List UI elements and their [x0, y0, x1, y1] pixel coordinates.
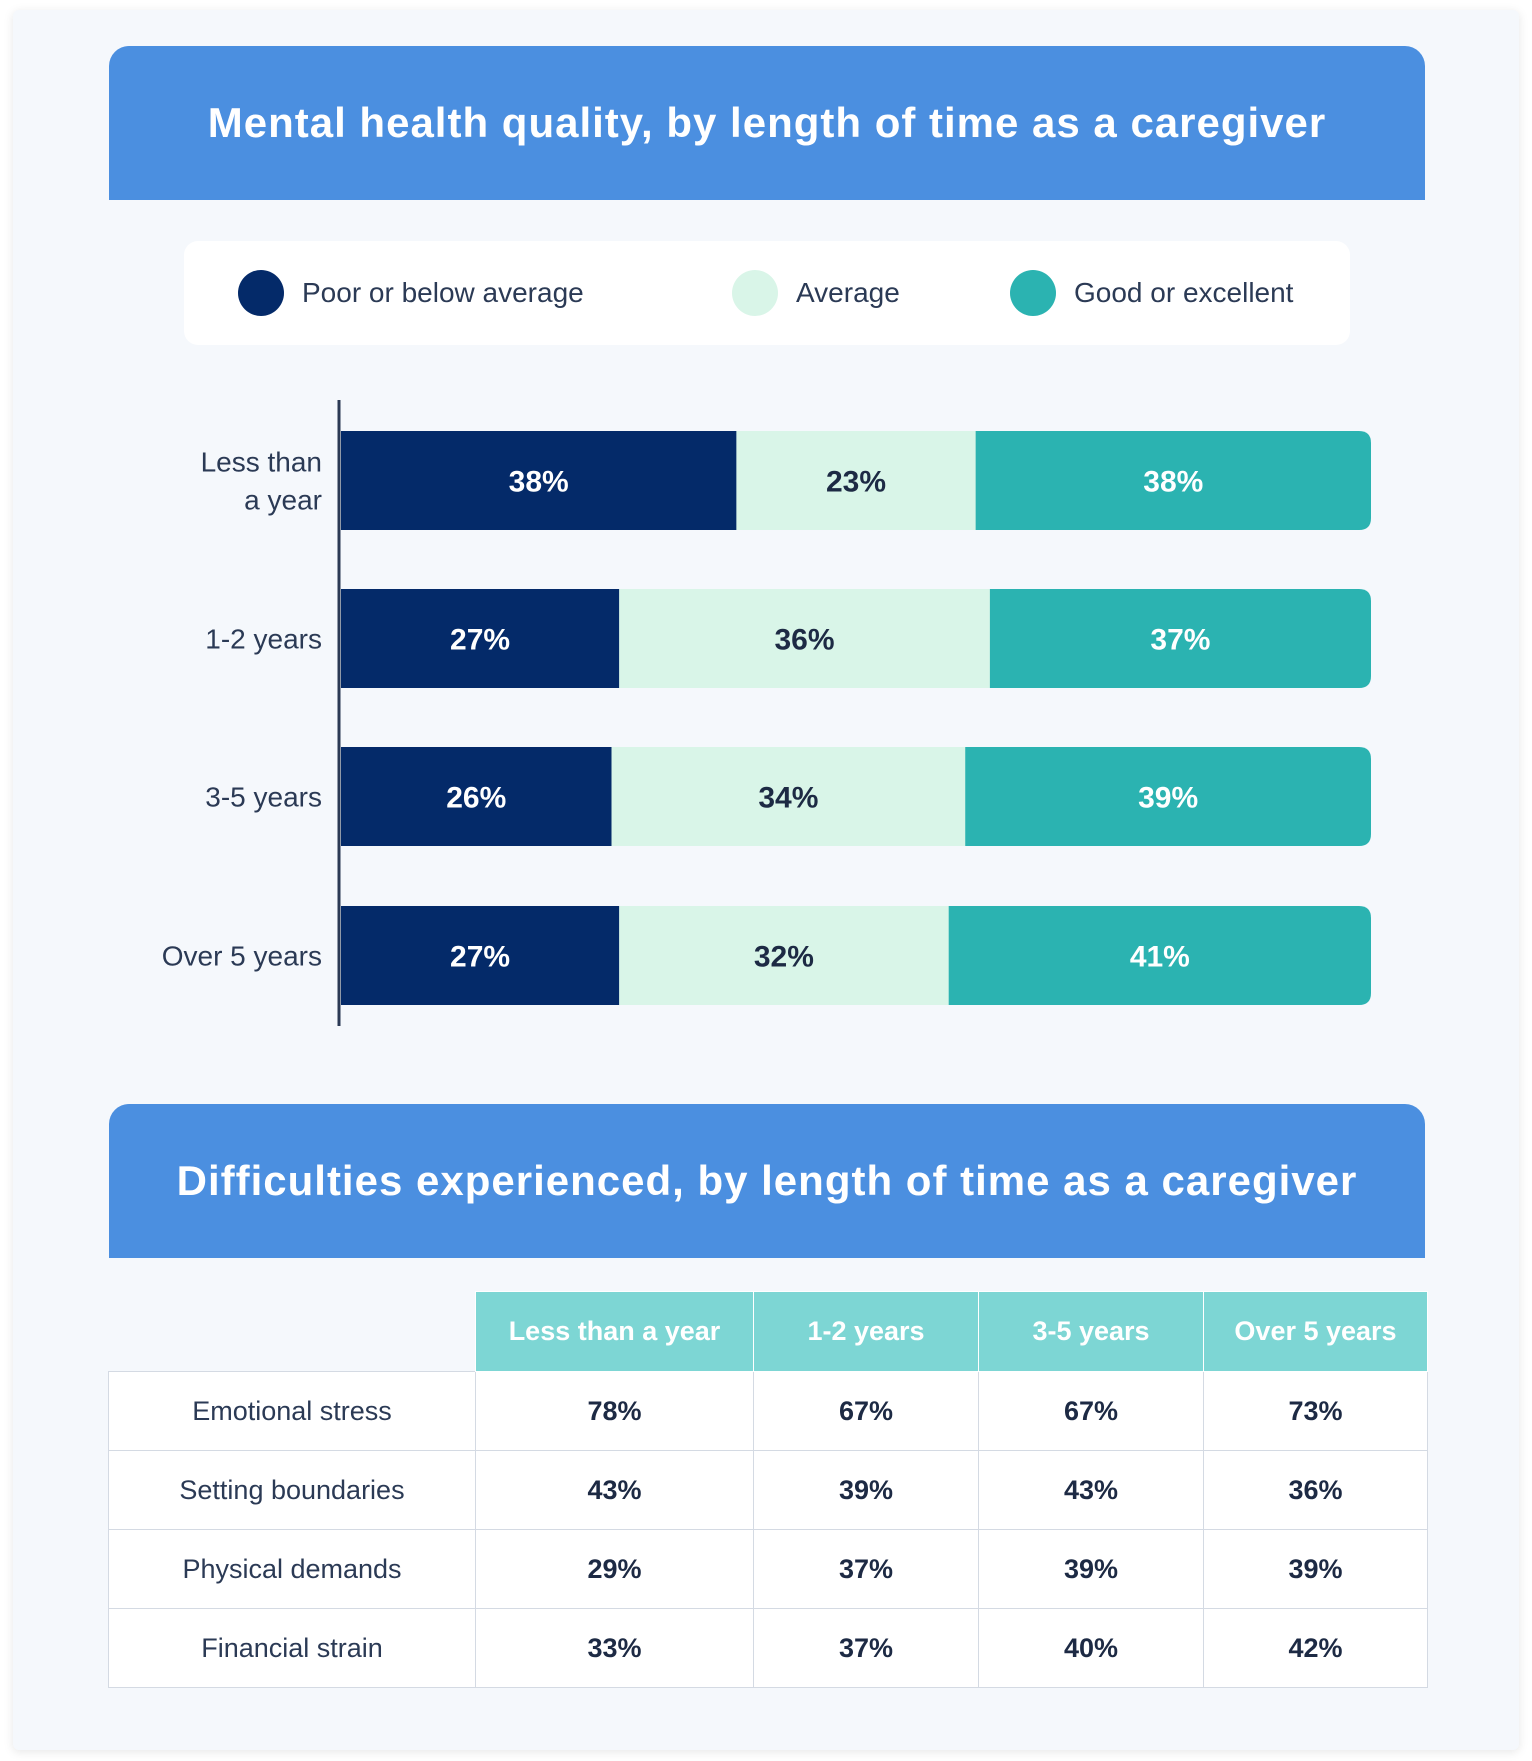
- table-title: Difficulties experienced, by length of t…: [176, 1157, 1358, 1204]
- row-label: Emotional stress: [108, 1371, 476, 1451]
- legend: Poor or below average Average Good or ex…: [184, 241, 1350, 345]
- row-label: Financial strain: [108, 1608, 476, 1688]
- row-label: Setting boundaries: [108, 1450, 476, 1530]
- table-row: Setting boundaries 43% 39% 43% 36%: [108, 1450, 1428, 1530]
- column-header: 3-5 years: [978, 1291, 1204, 1372]
- legend-item-average: Average: [732, 270, 900, 316]
- bar-segment: [341, 589, 620, 688]
- table-row: Emotional stress 78% 67% 67% 73%: [108, 1371, 1428, 1451]
- column-header: Less than a year: [475, 1291, 754, 1372]
- legend-label-poor: Poor or below average: [302, 277, 584, 308]
- table-cell: 37%: [753, 1529, 979, 1609]
- legend-swatch-average: [732, 270, 778, 316]
- table-cell: 78%: [475, 1371, 754, 1451]
- table-title-banner: Difficulties experienced, by length of t…: [109, 1104, 1425, 1258]
- table-cell: 39%: [753, 1450, 979, 1530]
- table-cell: 67%: [978, 1371, 1204, 1451]
- table-cell: 39%: [978, 1529, 1204, 1609]
- bar-segment: [341, 431, 737, 530]
- legend-swatch-poor: [238, 270, 284, 316]
- legend-label-good: Good or excellent: [1074, 277, 1294, 308]
- table-cell: 43%: [978, 1450, 1204, 1530]
- difficulties-table: Less than a year 1-2 years 3-5 years Ove…: [108, 1291, 1428, 1688]
- category-label: Over 5 years: [162, 941, 322, 972]
- table-cell: 43%: [475, 1450, 754, 1530]
- category-label: a year: [244, 485, 322, 516]
- bar-segment: [736, 431, 977, 530]
- bar-data-label: 39%: [1138, 782, 1198, 815]
- chart-title-banner: Mental health quality, by length of time…: [109, 46, 1425, 200]
- category-label: 3-5 years: [205, 782, 322, 813]
- bar-segment: [619, 589, 991, 688]
- bar-data-label: 36%: [774, 624, 834, 657]
- table-corner-cell: [109, 1292, 476, 1372]
- table-cell: 73%: [1203, 1371, 1428, 1451]
- difficulties-table-wrap: Less than a year 1-2 years 3-5 years Ove…: [108, 1291, 1428, 1688]
- table-header-row: Less than a year 1-2 years 3-5 years Ove…: [109, 1291, 1428, 1372]
- bar-segment: [965, 747, 1371, 846]
- table-row: Financial strain 33% 37% 40% 42%: [108, 1608, 1428, 1688]
- bar-segment: [619, 906, 950, 1005]
- legend-item-good: Good or excellent: [1010, 270, 1293, 316]
- bar-segment: [975, 431, 1371, 530]
- bar-data-label: 38%: [1143, 466, 1203, 499]
- table-row: Physical demands 29% 37% 39% 39%: [108, 1529, 1428, 1609]
- legend-label-average: Average: [796, 277, 900, 308]
- category-label: 1-2 years: [205, 624, 322, 655]
- bar-data-label: 34%: [758, 782, 818, 815]
- bar-data-label: 23%: [826, 466, 886, 499]
- stacked-bar-chart: 38% 23% 38% Less than a year 27% 36% 37% 1-2 yea…: [162, 400, 1371, 1026]
- bar-data-label: 41%: [1130, 941, 1190, 974]
- row-label: Physical demands: [108, 1529, 476, 1609]
- bar-data-label: 37%: [1150, 624, 1210, 657]
- legend-swatch-good: [1010, 270, 1056, 316]
- table-cell: 37%: [753, 1608, 979, 1688]
- bar-segment: [948, 906, 1371, 1005]
- column-header: 1-2 years: [753, 1291, 979, 1372]
- bar-data-label: 27%: [450, 624, 510, 657]
- bar-data-label: 38%: [509, 466, 569, 499]
- table-cell: 67%: [753, 1371, 979, 1451]
- table-cell: 29%: [475, 1529, 754, 1609]
- table-cell: 36%: [1203, 1450, 1428, 1530]
- bar-segment: [611, 747, 966, 846]
- table-cell: 33%: [475, 1608, 754, 1688]
- table-cell: 42%: [1203, 1608, 1428, 1688]
- table-cell: 40%: [978, 1608, 1204, 1688]
- chart-title: Mental health quality, by length of time…: [207, 99, 1327, 146]
- bar-segment: [341, 747, 613, 846]
- category-label: Less than: [201, 447, 322, 478]
- bar-segment: [341, 906, 620, 1005]
- legend-item-poor: Poor or below average: [238, 270, 584, 316]
- table-cell: 39%: [1203, 1529, 1428, 1609]
- bar-segment: [989, 589, 1371, 688]
- column-header: Over 5 years: [1203, 1291, 1428, 1372]
- bar-data-label: 26%: [446, 782, 506, 815]
- bar-data-label: 27%: [450, 941, 510, 974]
- bar-data-label: 32%: [754, 941, 814, 974]
